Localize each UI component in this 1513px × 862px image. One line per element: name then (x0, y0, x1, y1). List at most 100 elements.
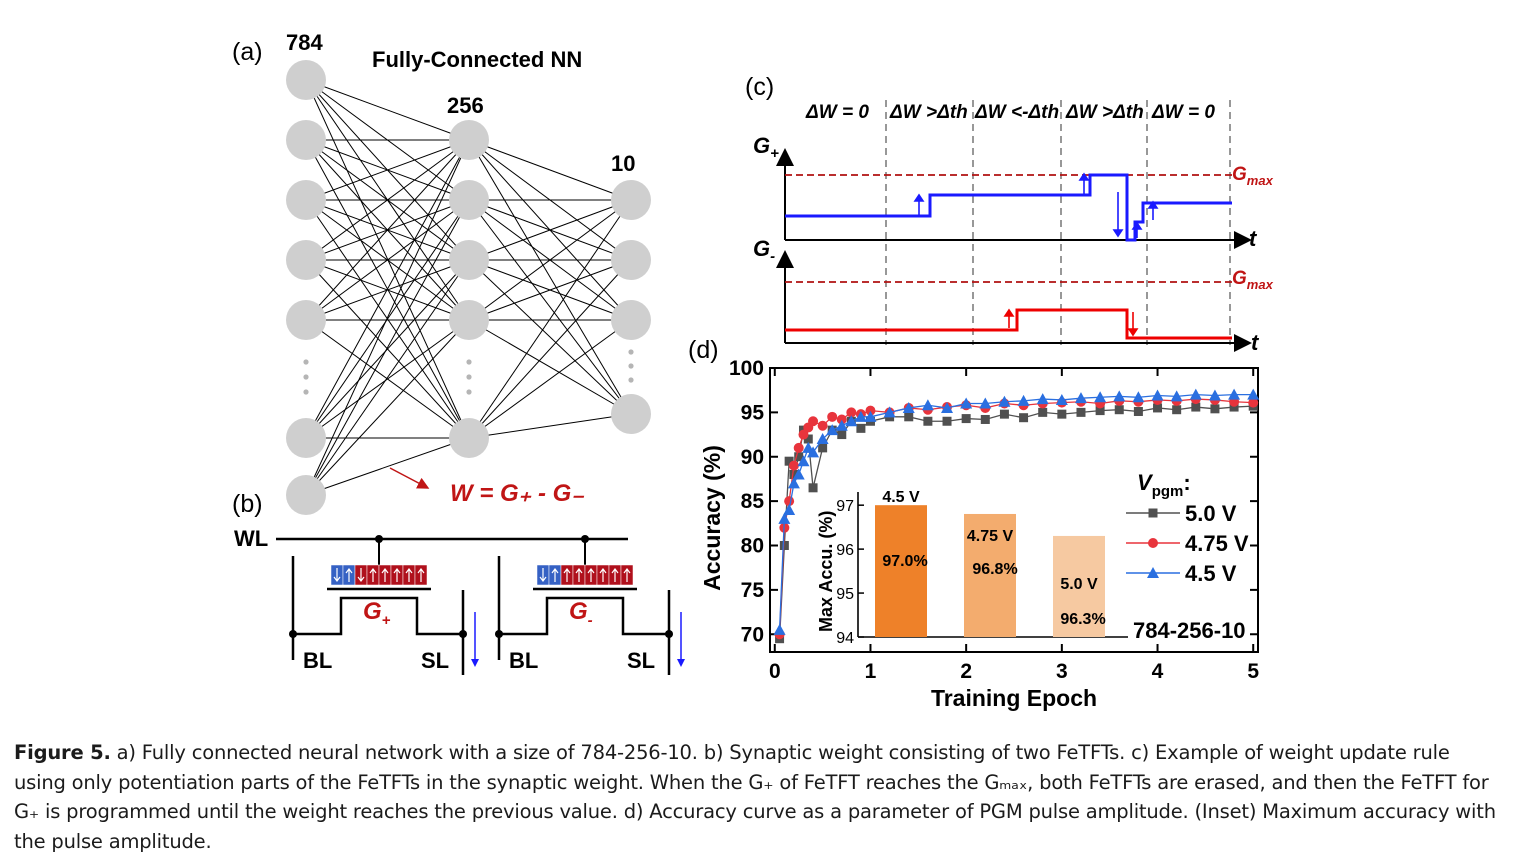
nn-edge (305, 199, 470, 439)
gplus-t-label: t (1249, 226, 1258, 251)
ellipsis-dot (303, 359, 309, 365)
data-point (1113, 390, 1126, 402)
nn-edge (305, 139, 470, 261)
inset-ylabel: Max Accu. (%) (816, 511, 836, 632)
phase-labels: ΔW = 0 ΔW >Δth ΔW <-Δth ΔW >Δth ΔW = 0 (805, 102, 1215, 123)
x-tick-label: 2 (960, 660, 972, 683)
nn-edge (305, 139, 470, 201)
data-point (856, 423, 866, 433)
data-point (787, 477, 800, 489)
data-point (1133, 406, 1143, 416)
fetft-conductance-label: G- (569, 598, 593, 629)
data-point (921, 399, 934, 411)
fetft-cell: G- BL SL (495, 535, 685, 675)
nn-edge (468, 319, 632, 415)
x-tick-label: 0 (769, 660, 781, 683)
series-line (778, 393, 1254, 630)
nn-edge (305, 437, 470, 496)
data-point (784, 456, 794, 466)
panel-a: (a) 784 Fully-Connected NN 256 10 W = G₊… (232, 30, 651, 515)
gminus-gmax-label: Gmax (1232, 268, 1274, 292)
data-point (826, 424, 839, 436)
panel-d: (d) 0 1 2 3 4 5 70 75 80 85 90 95 100 Training Epoch A… (688, 336, 1259, 711)
weight-equation: W = G₊ - G₋ (450, 480, 584, 507)
nn-edge (305, 259, 470, 496)
panel-b: (b) WL G+ BL SL G- BL SL (232, 490, 685, 675)
data-point (1074, 392, 1087, 404)
x-tick-label: 4 (1152, 660, 1164, 683)
nn-neuron (611, 394, 651, 434)
sl-label: SL (627, 648, 655, 673)
data-point (788, 460, 799, 471)
data-point (1057, 409, 1067, 419)
weight-pointer-arrow (389, 467, 430, 489)
inset-bar-voltage: 4.5 V (882, 489, 920, 506)
inset-bar-value: 97.0% (882, 553, 927, 570)
nn-neuron (286, 180, 326, 220)
data-point (845, 415, 858, 427)
y-tick-label: 95 (741, 401, 765, 424)
legend-marker (1148, 508, 1158, 518)
inset-bar (1053, 535, 1105, 637)
layer-hidden-count: 256 (447, 93, 484, 118)
data-point (1114, 405, 1124, 415)
data-point (960, 397, 973, 409)
data-point (980, 414, 990, 424)
nn-edge (305, 139, 470, 321)
ellipsis-dot (628, 363, 634, 369)
nn-neuron (449, 120, 489, 160)
data-point (1055, 393, 1068, 405)
nn-neuron (611, 240, 651, 280)
phase-label-3: ΔW <-Δth (974, 102, 1059, 123)
data-point (797, 455, 810, 467)
caption-label: Figure 5. (14, 741, 111, 764)
data-point (827, 411, 838, 422)
data-point (1172, 405, 1182, 415)
data-point (1153, 403, 1163, 413)
nn-edge (468, 139, 632, 201)
inset-bar-chart: Max Accu. (%) 94 95 96 97 4.5 V 4.75 V 5.0 V 97… (816, 489, 1128, 647)
ellipsis-dot (303, 389, 309, 395)
nn-neuron (449, 180, 489, 220)
data-point (864, 410, 877, 422)
panel-a-tag: (a) (232, 38, 263, 66)
nn-edge (468, 199, 632, 439)
legend-label: 4.75 V (1185, 531, 1249, 556)
network-size-label: 784-256-10 (1133, 618, 1246, 643)
data-point (836, 414, 847, 425)
data-point (817, 420, 828, 431)
data-point (779, 541, 789, 550)
inset-bar-voltage: 4.75 V (967, 528, 1014, 545)
nn-edge (468, 199, 632, 261)
nn-edge (468, 259, 632, 321)
data-point (854, 410, 867, 422)
data-point (1228, 388, 1241, 400)
series-4-5-V (773, 388, 1260, 635)
gminus-update-arrows (1003, 308, 1139, 337)
data-point (1132, 391, 1145, 403)
nn-edge (468, 199, 632, 321)
data-point (1095, 406, 1105, 416)
layer-input-count: 784 (286, 30, 323, 55)
data-point (1019, 413, 1029, 423)
data-point (1248, 397, 1259, 408)
series-line (778, 405, 1254, 639)
inset-y-tick: 97 (836, 498, 854, 515)
inset-y-tick: 94 (836, 630, 854, 647)
data-point (789, 470, 799, 479)
nn-edge (305, 199, 470, 496)
legend: Vpgm: 5.0 V 4.75 V 4.5 V 784-256-10 (1126, 470, 1249, 643)
sl-label: SL (421, 648, 449, 673)
data-point (1208, 389, 1221, 401)
data-point (808, 416, 819, 427)
data-point (846, 407, 857, 418)
data-point (793, 442, 804, 453)
y-tick-label: 90 (741, 446, 764, 469)
accuracy-chart: 0 1 2 3 4 5 70 75 80 85 90 95 100 Training Epoch Accur… (699, 357, 1259, 711)
inset-bar-value: 96.8% (972, 561, 1017, 578)
layer-output-count: 10 (611, 151, 635, 176)
data-point (1151, 389, 1164, 401)
data-point (923, 416, 933, 426)
inset-y-tick: 96 (836, 542, 854, 559)
gminus-label: G- (753, 236, 775, 265)
